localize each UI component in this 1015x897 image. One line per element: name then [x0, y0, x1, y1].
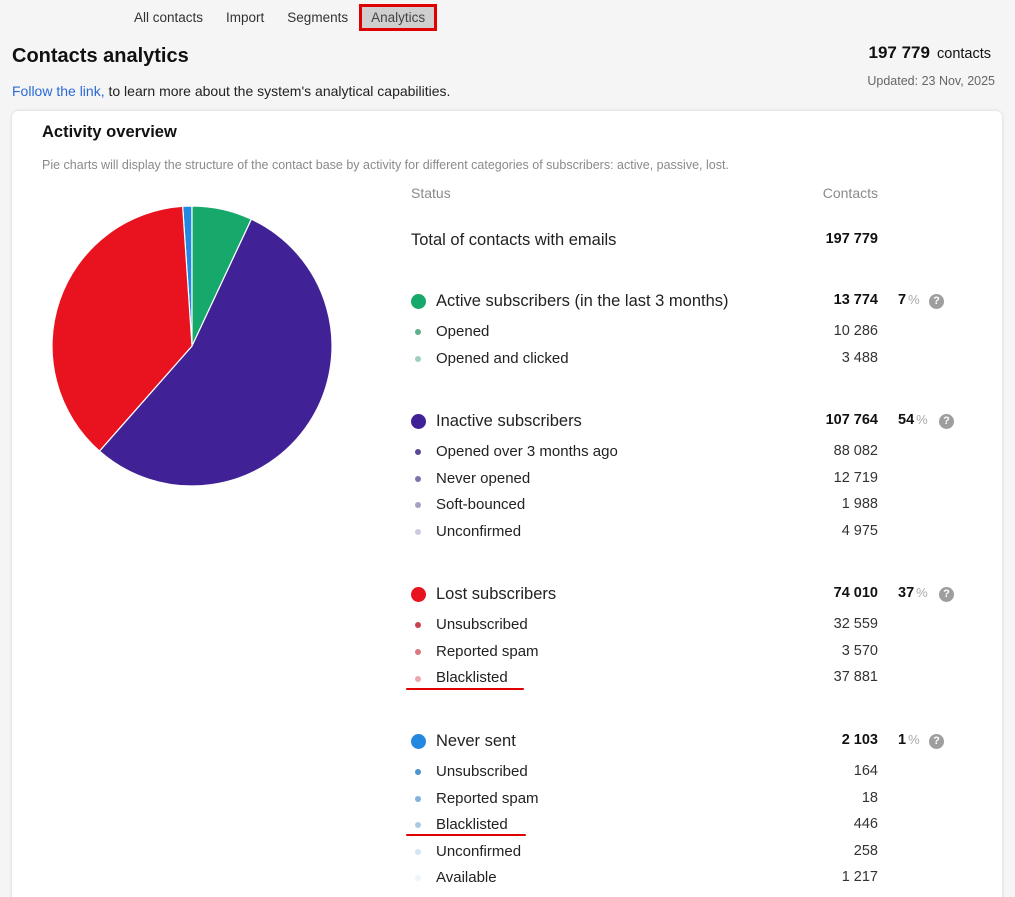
learn-more-rest: to learn more about the system's analyti…: [104, 83, 451, 99]
highlight-underline: [406, 834, 526, 836]
item-dot: [415, 875, 421, 881]
inactive-help-icon[interactable]: ?: [939, 414, 954, 429]
column-header-contacts: Contacts: [822, 185, 878, 201]
item-dot: [415, 449, 421, 455]
active-dot: [411, 294, 426, 309]
never-unsubscribed-label: Unsubscribed: [436, 763, 528, 780]
active-subscribers-label: Active subscribers (in the last 3 months…: [436, 292, 729, 310]
tab-import[interactable]: Import: [226, 9, 265, 25]
never-available-value: 1 217: [841, 869, 878, 885]
learn-more-text: Follow the link, to learn more about the…: [12, 83, 450, 99]
tab-analytics[interactable]: Analytics: [359, 3, 438, 31]
lost-unsubscribed-label: Unsubscribed: [436, 616, 528, 633]
active-subscribers-value: 13 774: [833, 292, 878, 308]
lost-unsubscribed-value: 32 559: [833, 616, 878, 632]
item-dot: [415, 822, 421, 828]
activity-pie-chart: [51, 205, 333, 487]
item-dot: [415, 329, 421, 335]
item-dot: [415, 529, 421, 535]
item-dot: [415, 849, 421, 855]
inactive-unconfirmed-value: 4 975: [841, 523, 878, 539]
percent-unit: %: [916, 585, 928, 600]
never-sent-value: 2 103: [841, 732, 878, 748]
active-help-icon[interactable]: ?: [929, 294, 944, 309]
never-sent-label: Never sent: [436, 732, 516, 750]
total-emails-value: 197 779: [825, 231, 878, 247]
pie-slice-inactive[interactable]: [98, 218, 333, 487]
never-unsubscribed-value: 164: [853, 763, 878, 779]
lost-reported-spam-label: Reported spam: [436, 643, 539, 660]
inactive-subscribers-label: Inactive subscribers: [436, 412, 582, 430]
never-unconfirmed-label: Unconfirmed: [436, 843, 522, 860]
never-available-label: Available: [436, 869, 497, 886]
pie-slice-lost[interactable]: [51, 205, 193, 452]
item-dot: [415, 676, 421, 682]
inactive-dot: [411, 414, 426, 429]
inactive-opened-over-label: Opened over 3 months ago: [436, 443, 618, 460]
lost-reported-spam-value: 3 570: [841, 643, 878, 659]
item-dot: [415, 649, 421, 655]
card-description: Pie charts will display the structure of…: [42, 158, 729, 172]
active-opened-label: Opened: [436, 323, 490, 340]
inactive-opened-over-value: 88 082: [833, 443, 878, 459]
item-dot: [415, 796, 421, 802]
inactive-soft-bounced-label: Soft-bounced: [436, 496, 526, 513]
tab-segments[interactable]: Segments: [287, 9, 349, 25]
lost-dot: [411, 587, 426, 602]
lost-subscribers-label: Lost subscribers: [436, 585, 557, 603]
never-sent-percent-value: 1: [898, 732, 907, 748]
total-contacts: 197 779 contacts: [869, 43, 991, 63]
follow-link[interactable]: Follow the link,: [12, 83, 105, 99]
total-contacts-number: 197 779: [868, 43, 930, 62]
never-reported-spam-value: 18: [861, 790, 878, 806]
active-percent: 7%: [898, 292, 920, 308]
lost-percent: 37%: [898, 585, 928, 601]
column-header-status: Status: [411, 185, 451, 201]
inactive-subscribers-value: 107 764: [825, 412, 878, 428]
updated-date: Updated: 23 Nov, 2025: [867, 74, 995, 88]
percent-unit: %: [916, 412, 928, 427]
item-dot: [415, 622, 421, 628]
total-contacts-unit: contacts: [937, 46, 991, 62]
never-sent-help-icon[interactable]: ?: [929, 734, 944, 749]
lost-subscribers-value: 74 010: [833, 585, 878, 601]
page-title: Contacts analytics: [12, 45, 189, 67]
active-percent-value: 7: [898, 292, 907, 308]
percent-unit: %: [908, 292, 920, 307]
tab-bar: All contacts Import Segments Analytics: [125, 0, 439, 34]
never-sent-dot: [411, 734, 426, 749]
item-dot: [415, 356, 421, 362]
active-opened-value: 10 286: [833, 323, 878, 339]
never-sent-percent: 1%: [898, 732, 920, 748]
inactive-never-opened-value: 12 719: [833, 470, 878, 486]
active-opened-clicked-label: Opened and clicked: [436, 350, 569, 367]
inactive-percent-value: 54: [898, 412, 915, 428]
item-dot: [415, 769, 421, 775]
percent-unit: %: [908, 732, 920, 747]
item-dot: [415, 476, 421, 482]
never-reported-spam-label: Reported spam: [436, 790, 539, 807]
never-unconfirmed-value: 258: [853, 843, 878, 859]
inactive-unconfirmed-label: Unconfirmed: [436, 523, 522, 540]
inactive-never-opened-label: Never opened: [436, 470, 531, 487]
lost-blacklisted-value: 37 881: [833, 669, 878, 685]
lost-blacklisted-label: Blacklisted: [436, 669, 508, 686]
active-opened-clicked-value: 3 488: [841, 350, 878, 366]
never-blacklisted-value: 446: [853, 816, 878, 832]
card-title: Activity overview: [42, 123, 177, 141]
inactive-soft-bounced-value: 1 988: [841, 496, 878, 512]
lost-percent-value: 37: [898, 585, 915, 601]
never-blacklisted-label: Blacklisted: [436, 816, 508, 833]
lost-help-icon[interactable]: ?: [939, 587, 954, 602]
total-emails-label: Total of contacts with emails: [411, 231, 617, 249]
inactive-percent: 54%: [898, 412, 928, 428]
tab-all-contacts[interactable]: All contacts: [134, 9, 204, 25]
highlight-underline: [406, 688, 524, 690]
item-dot: [415, 502, 421, 508]
activity-overview-card: Activity overview Pie charts will displa…: [12, 111, 1002, 897]
